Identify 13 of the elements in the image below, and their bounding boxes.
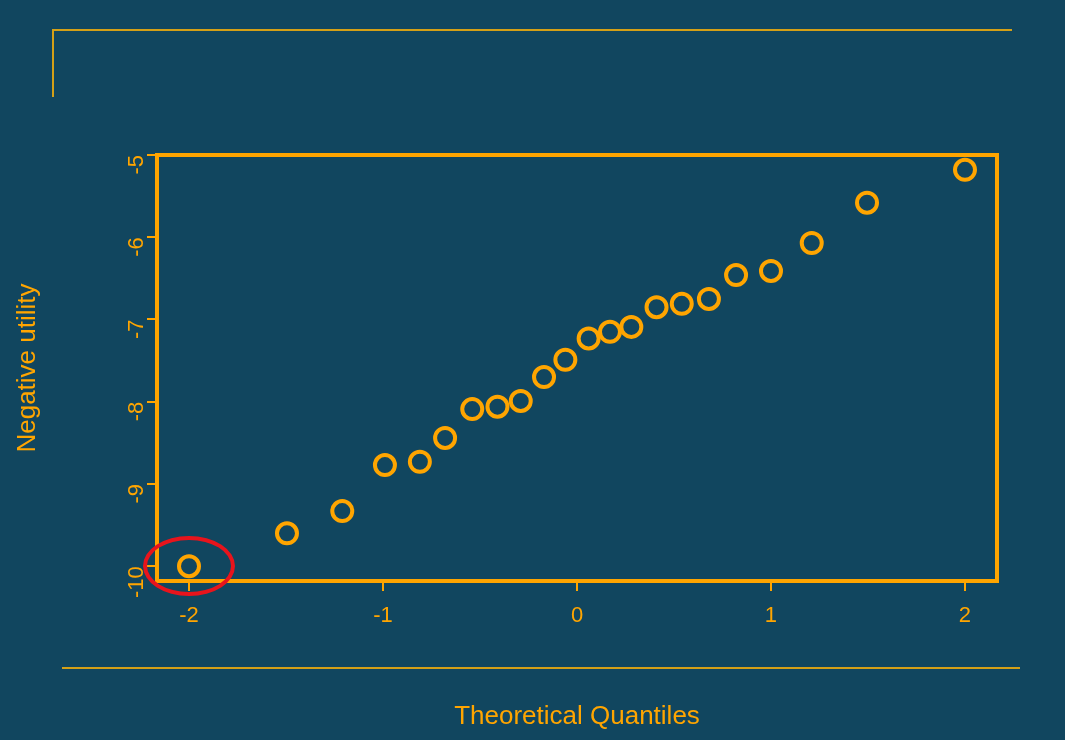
y-tick-label: -6 [123, 237, 149, 257]
x-axis-title: Theoretical Quantiles [454, 699, 700, 730]
y-tick-label: -5 [123, 155, 149, 175]
x-tick-label: 0 [570, 602, 584, 628]
x-tick-label: -1 [373, 602, 393, 628]
x-tick-label: -2 [179, 602, 199, 628]
y-tick-label: -9 [123, 483, 149, 504]
y-tick-label: -7 [123, 319, 149, 340]
y-tick-label: -10 [123, 566, 149, 598]
x-tick-label: 2 [958, 602, 972, 628]
y-tick-label: -8 [123, 401, 149, 422]
x-tick-label: 1 [764, 602, 778, 628]
y-axis-title: Negative utility [10, 283, 41, 453]
